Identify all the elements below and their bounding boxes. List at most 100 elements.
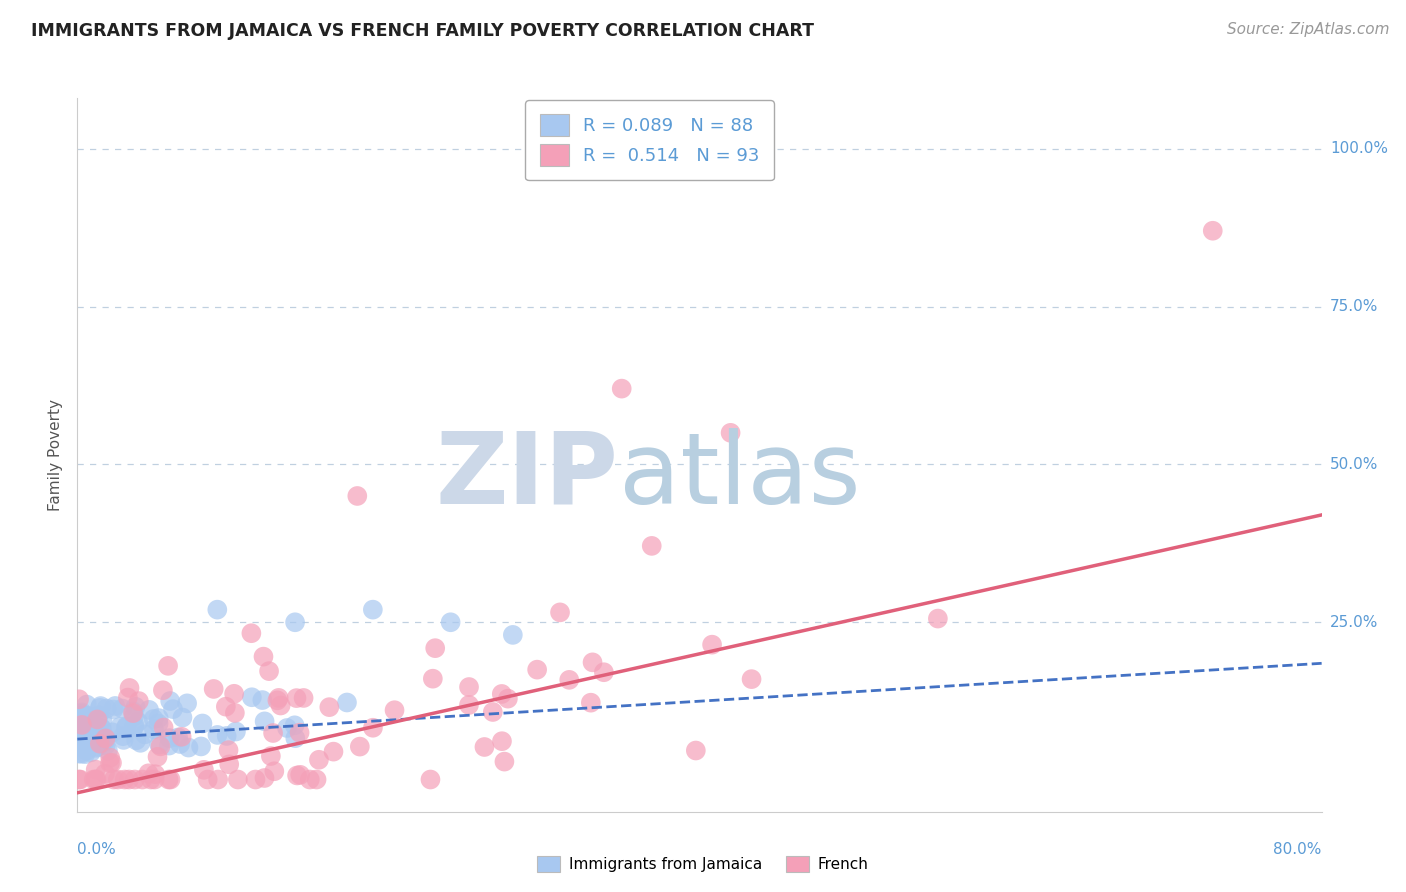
Point [176, 696, 198, 710]
Point [167, 731, 190, 745]
Point [87, 708, 110, 723]
Point [67, 772, 90, 787]
Point [548, 606, 571, 620]
Point [122, 720, 145, 734]
Point [76, 698, 98, 712]
Point [124, 699, 146, 714]
Point [80, 745, 103, 759]
Point [89, 737, 111, 751]
Point [148, 711, 170, 725]
Point [83, 772, 105, 787]
Point [128, 694, 150, 708]
Point [129, 736, 152, 750]
Point [90, 735, 112, 749]
Point [67, 747, 90, 761]
Point [76, 743, 98, 757]
Point [197, 772, 219, 787]
Point [82, 714, 104, 729]
Point [89, 701, 111, 715]
Point [292, 690, 315, 705]
Point [284, 718, 307, 732]
Point [159, 694, 181, 708]
Legend: R = 0.089   N = 88, R =  0.514   N = 93: R = 0.089 N = 88, R = 0.514 N = 93 [526, 100, 775, 180]
Point [90, 699, 112, 714]
Text: ZIP: ZIP [436, 428, 619, 524]
Point [69, 717, 91, 731]
Point [152, 683, 174, 698]
Point [322, 745, 344, 759]
Point [226, 772, 249, 787]
Point [458, 680, 481, 694]
Point [263, 764, 285, 779]
Point [90, 721, 112, 735]
Text: 0.0%: 0.0% [77, 842, 117, 857]
Text: Source: ZipAtlas.com: Source: ZipAtlas.com [1226, 22, 1389, 37]
Point [425, 641, 447, 656]
Point [70, 706, 93, 720]
Point [79, 731, 101, 746]
Point [491, 687, 513, 701]
Point [138, 703, 160, 717]
Point [98, 756, 121, 771]
Point [157, 739, 180, 753]
Point [252, 649, 274, 664]
Y-axis label: Family Poverty: Family Poverty [48, 399, 63, 511]
Point [142, 712, 165, 726]
Point [267, 690, 290, 705]
Point [143, 767, 166, 781]
Point [494, 755, 516, 769]
Point [285, 768, 308, 782]
Point [138, 766, 160, 780]
Point [111, 701, 134, 715]
Point [75, 747, 97, 761]
Point [103, 772, 125, 787]
Point [131, 772, 153, 787]
Point [558, 673, 581, 687]
Point [127, 714, 149, 729]
Point [87, 739, 110, 754]
Point [103, 702, 125, 716]
Point [157, 731, 180, 745]
Point [207, 602, 229, 616]
Point [318, 700, 340, 714]
Point [122, 709, 145, 723]
Point [69, 727, 91, 741]
Text: 50.0%: 50.0% [1330, 457, 1378, 472]
Point [77, 720, 100, 734]
Point [422, 672, 444, 686]
Point [361, 721, 384, 735]
Point [157, 658, 180, 673]
Point [262, 726, 284, 740]
Point [245, 772, 267, 787]
Point [225, 724, 247, 739]
Point [114, 772, 136, 787]
Point [73, 726, 96, 740]
Point [240, 626, 263, 640]
Point [101, 725, 124, 739]
Point [458, 698, 481, 712]
Point [253, 714, 276, 729]
Point [79, 722, 101, 736]
Point [207, 772, 229, 787]
Point [361, 602, 384, 616]
Point [491, 734, 513, 748]
Point [346, 489, 368, 503]
Point [215, 699, 238, 714]
Point [86, 772, 108, 787]
Point [215, 729, 238, 743]
Point [149, 739, 172, 754]
Point [439, 615, 461, 630]
Point [276, 721, 298, 735]
Point [218, 743, 240, 757]
Point [581, 656, 603, 670]
Point [67, 729, 90, 743]
Point [101, 756, 124, 770]
Point [474, 739, 496, 754]
Point [97, 744, 120, 758]
Point [224, 687, 246, 701]
Point [146, 749, 169, 764]
Point [79, 712, 101, 726]
Point [94, 734, 117, 748]
Point [98, 750, 121, 764]
Point [104, 698, 127, 713]
